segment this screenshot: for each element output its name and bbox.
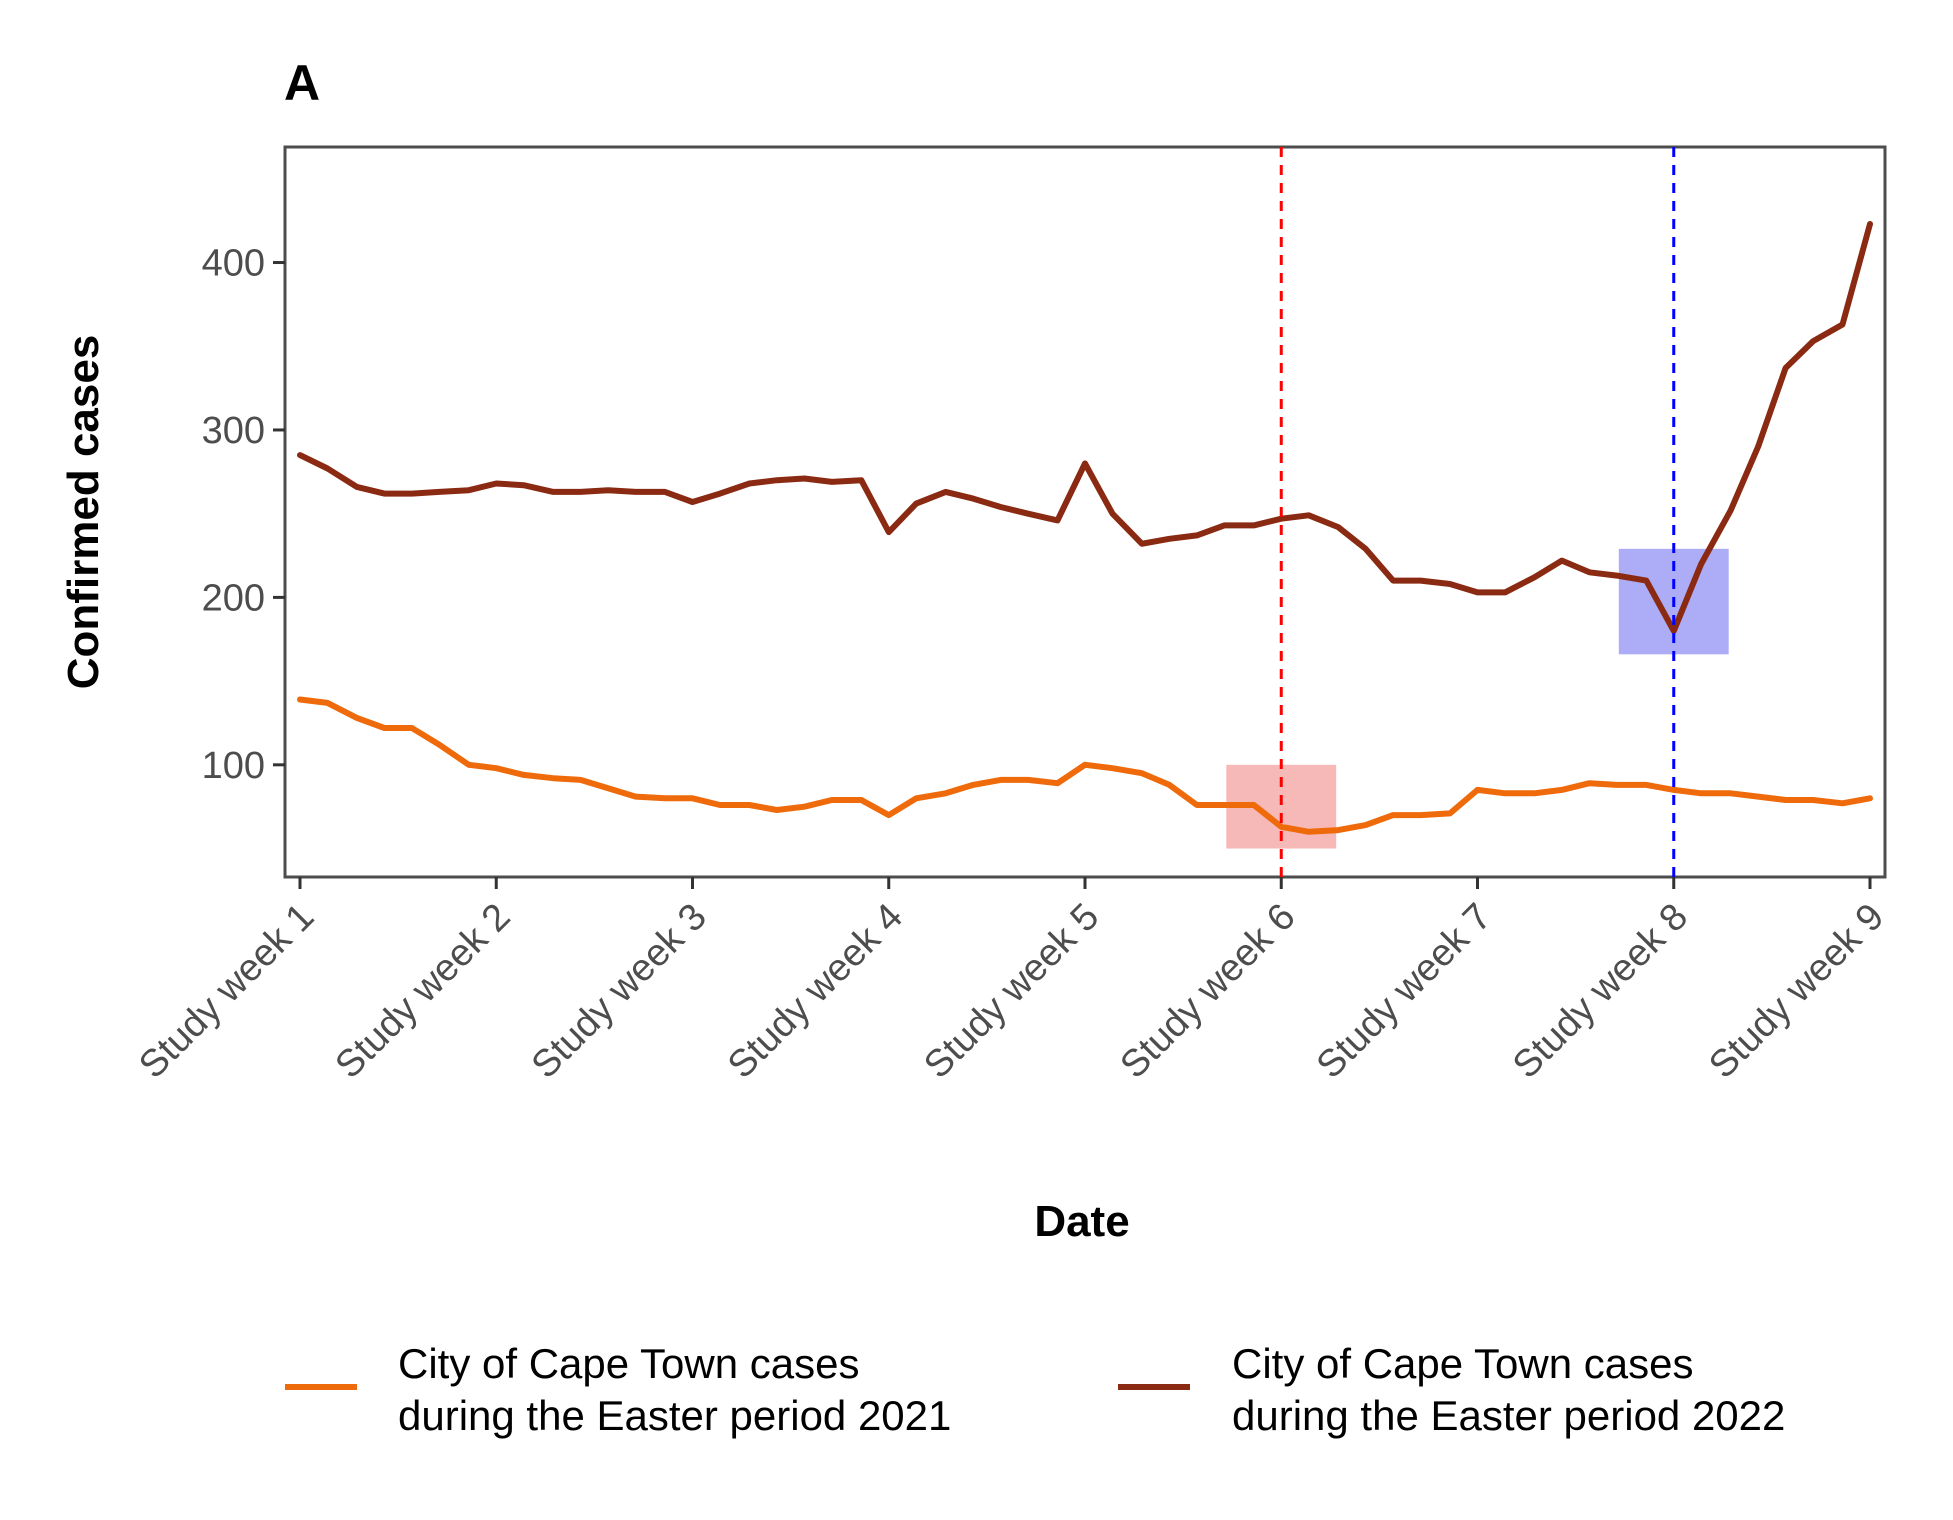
x-tick-label-9: Study week 9 <box>1701 896 1892 1087</box>
x-tick-label-5: Study week 5 <box>916 896 1107 1087</box>
series-line-1 <box>297 696 1873 835</box>
legend-item-1: City of Cape Town cases during the Easter… <box>285 1340 951 1439</box>
y-axis: 100 200 300 400 <box>202 243 285 787</box>
x-tick-label-6: Study week 6 <box>1113 896 1304 1087</box>
series-line-2 <box>297 221 1873 634</box>
legend: City of Cape Town cases during the Easter… <box>285 1340 1785 1439</box>
x-tick-label-4: Study week 4 <box>720 896 911 1087</box>
legend-label-1-line-1: City of Cape Town cases <box>398 1340 859 1387</box>
legend-label-2-line-2: during the Easter period 2022 <box>1232 1392 1785 1439</box>
x-tick-label-1: Study week 1 <box>131 896 322 1087</box>
x-axis-title: Date <box>1034 1197 1129 1246</box>
x-tick-label-7: Study week 7 <box>1309 896 1500 1087</box>
y-tick-label-100: 100 <box>202 745 265 787</box>
series-lines <box>297 221 1873 835</box>
y-tick-label-400: 400 <box>202 243 265 285</box>
y-tick-label-300: 300 <box>202 410 265 452</box>
legend-item-2: City of Cape Town cases during the Easter… <box>1118 1340 1785 1439</box>
legend-label-1-line-2: during the Easter period 2021 <box>398 1392 951 1439</box>
x-axis: Study week 1 Study week 2 Study week 3 Stud… <box>131 877 1892 1087</box>
y-axis-title: Confirmed cases <box>59 335 108 690</box>
x-tick-label-2: Study week 2 <box>328 896 519 1087</box>
x-tick-label-8: Study week 8 <box>1505 896 1696 1087</box>
x-tick-label-3: Study week 3 <box>524 896 715 1087</box>
reference-lines <box>1279 147 1676 877</box>
legend-label-2-line-1: City of Cape Town cases <box>1232 1340 1693 1387</box>
panel-label: A <box>284 55 320 111</box>
y-tick-label-200: 200 <box>202 577 265 619</box>
